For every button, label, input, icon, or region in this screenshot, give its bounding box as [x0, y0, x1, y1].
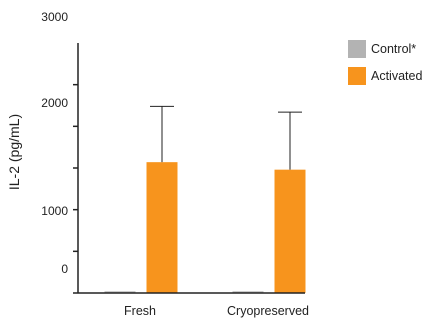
- legend-label: Activated: [371, 69, 422, 83]
- x-category-label: Cryopreserved: [227, 304, 309, 318]
- x-category-label: Fresh: [124, 304, 156, 318]
- bars: [105, 162, 306, 293]
- y-tick-label: 2000: [41, 96, 68, 110]
- legend-swatch: [348, 67, 366, 85]
- error-bars: [150, 106, 302, 169]
- x-axis-category-labels: Fresh Cryopreserved: [124, 304, 309, 318]
- legend-swatch: [348, 40, 366, 58]
- legend-label: Control*: [371, 42, 416, 56]
- y-tick-label: 1000: [41, 204, 68, 218]
- bar-activated-fresh: [147, 162, 178, 293]
- legend: Control* Activated: [348, 40, 422, 85]
- y-tick-label: 0: [61, 262, 68, 276]
- y-axis-tick-labels: 0 1000 2000 3000: [41, 10, 68, 276]
- y-axis-title: IL-2 (pg/mL): [6, 114, 22, 190]
- y-tick-label: 3000: [41, 10, 68, 24]
- bar-activated-cryopreserved: [275, 170, 306, 293]
